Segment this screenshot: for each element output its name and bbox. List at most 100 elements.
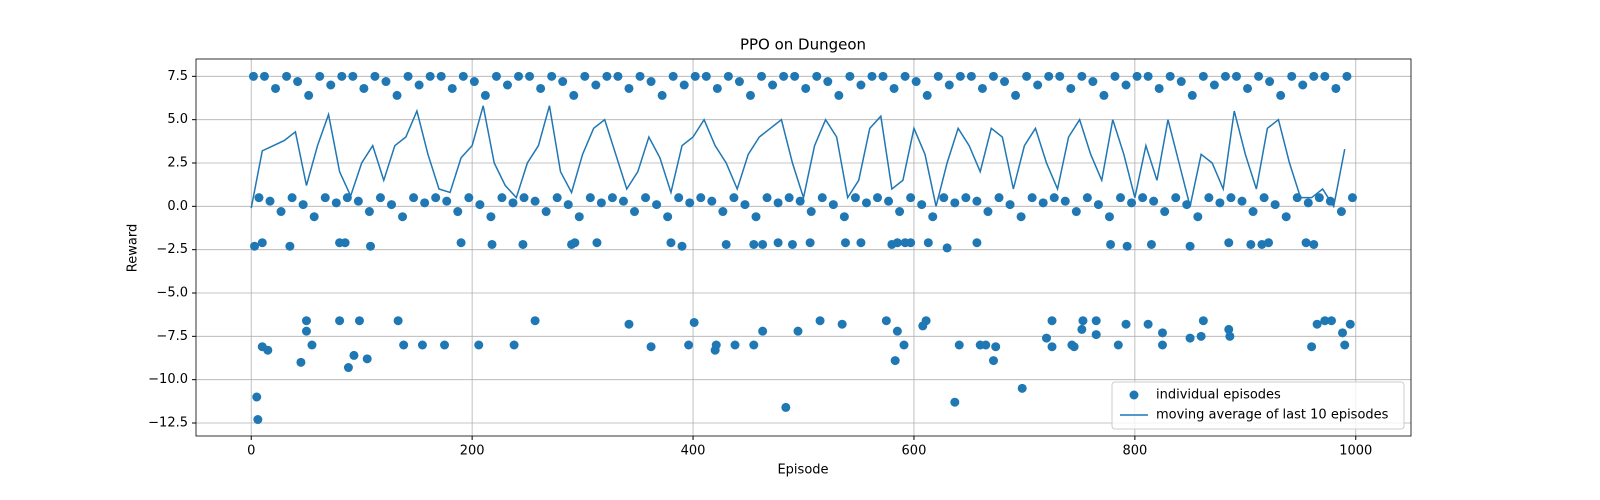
x-tick-label: 800 [1122,444,1147,459]
scatter-point [502,80,512,90]
scatter-point [1312,319,1322,329]
scatter-point [409,193,419,203]
scatter-point [1204,193,1214,203]
scatter-point [530,196,540,206]
scatter-point [1231,71,1241,81]
scatter-point [881,316,891,326]
scatter-point [393,316,403,326]
scatter-point [420,198,430,208]
scatter-point [790,71,800,81]
scatter-point [988,356,998,366]
scatter-point [1220,71,1230,81]
scatter-point [793,326,803,336]
scatter-point [707,196,717,206]
scatter-point [398,212,408,222]
scatter-point [509,340,519,350]
scatter-point [1069,342,1079,352]
scatter-point [906,238,916,248]
scatter-point [558,77,568,87]
scatter-point [607,193,617,203]
scatter-point [1138,193,1148,203]
scatter-point [977,83,987,93]
scatter-point [734,77,744,87]
scatter-point [436,71,446,81]
scatter-point [1060,196,1070,206]
scatter-point [442,196,452,206]
scatter-point [1091,316,1101,326]
scatter-point [899,340,909,350]
scatter-point [1193,212,1203,222]
scatter-point [596,198,606,208]
scatter-point [1248,207,1258,217]
scatter-point [922,90,932,100]
scatter-point [689,317,699,327]
scatter-point [1345,319,1355,329]
scatter-point [861,198,871,208]
scatter-point [1116,193,1126,203]
scatter-point [250,241,260,251]
scatter-point [845,71,855,81]
scatter-point [981,340,991,350]
scatter-point [1033,80,1043,90]
scatter-point [285,241,295,251]
scatter-point [362,354,372,364]
scatter-point [514,71,524,81]
scatter-point [892,238,902,248]
scatter-point [740,200,750,210]
scatter-point [425,71,435,81]
scatter-point [569,90,579,100]
scatter-point [474,340,484,350]
scatter-point [1254,71,1264,81]
scatter-point [828,200,838,210]
scatter-point [1185,333,1195,343]
scatter-point [1093,200,1103,210]
scatter-point [856,238,866,248]
scatter-point [630,207,640,217]
scatter-point [1342,71,1352,81]
x-axis-label: Episode [777,463,828,478]
scatter-point [1127,198,1137,208]
scatter-point [340,238,350,248]
scatter-point [1077,71,1087,81]
scatter-point [834,90,844,100]
scatter-point [806,207,816,217]
scatter-point [701,71,711,81]
scatter-point [1157,340,1167,350]
scatter-point [1110,71,1120,81]
scatter-point [773,198,783,208]
scatter-point [508,198,518,208]
scatter-point [1259,193,1269,203]
axes-frame [195,58,1412,437]
scatter-point [787,239,797,249]
scatter-point [252,392,262,402]
scatter-point [955,71,965,81]
scatter-point [304,90,314,100]
scatter-point [464,193,474,203]
scatter-point [817,193,827,203]
scatter-point [895,207,905,217]
scatter-point [889,83,899,93]
scatter-point [453,207,463,217]
scatter-point [961,193,971,203]
scatter-point [1055,71,1065,81]
y-tick-label: 5.0 [167,112,188,127]
scatter-point [1038,198,1048,208]
scatter-point [983,207,993,217]
scatter-point [469,77,479,87]
y-tick-label: −5.0 [156,286,188,301]
scatter-point [1209,80,1219,90]
legend-label: individual episodes [1156,388,1281,403]
scatter-point [293,77,303,87]
y-tick-label: 7.5 [167,69,188,84]
scatter-point [784,193,794,203]
scatter-point [392,90,402,100]
scatter-point [779,71,789,81]
scatter-point [679,80,689,90]
scatter-point [574,212,584,222]
scatter-point [1016,212,1026,222]
scatter-point [950,397,960,407]
scatter-point [1005,200,1015,210]
scatter-point [399,340,409,350]
scatter-point [298,200,308,210]
y-tick-label: −12.5 [148,416,188,431]
